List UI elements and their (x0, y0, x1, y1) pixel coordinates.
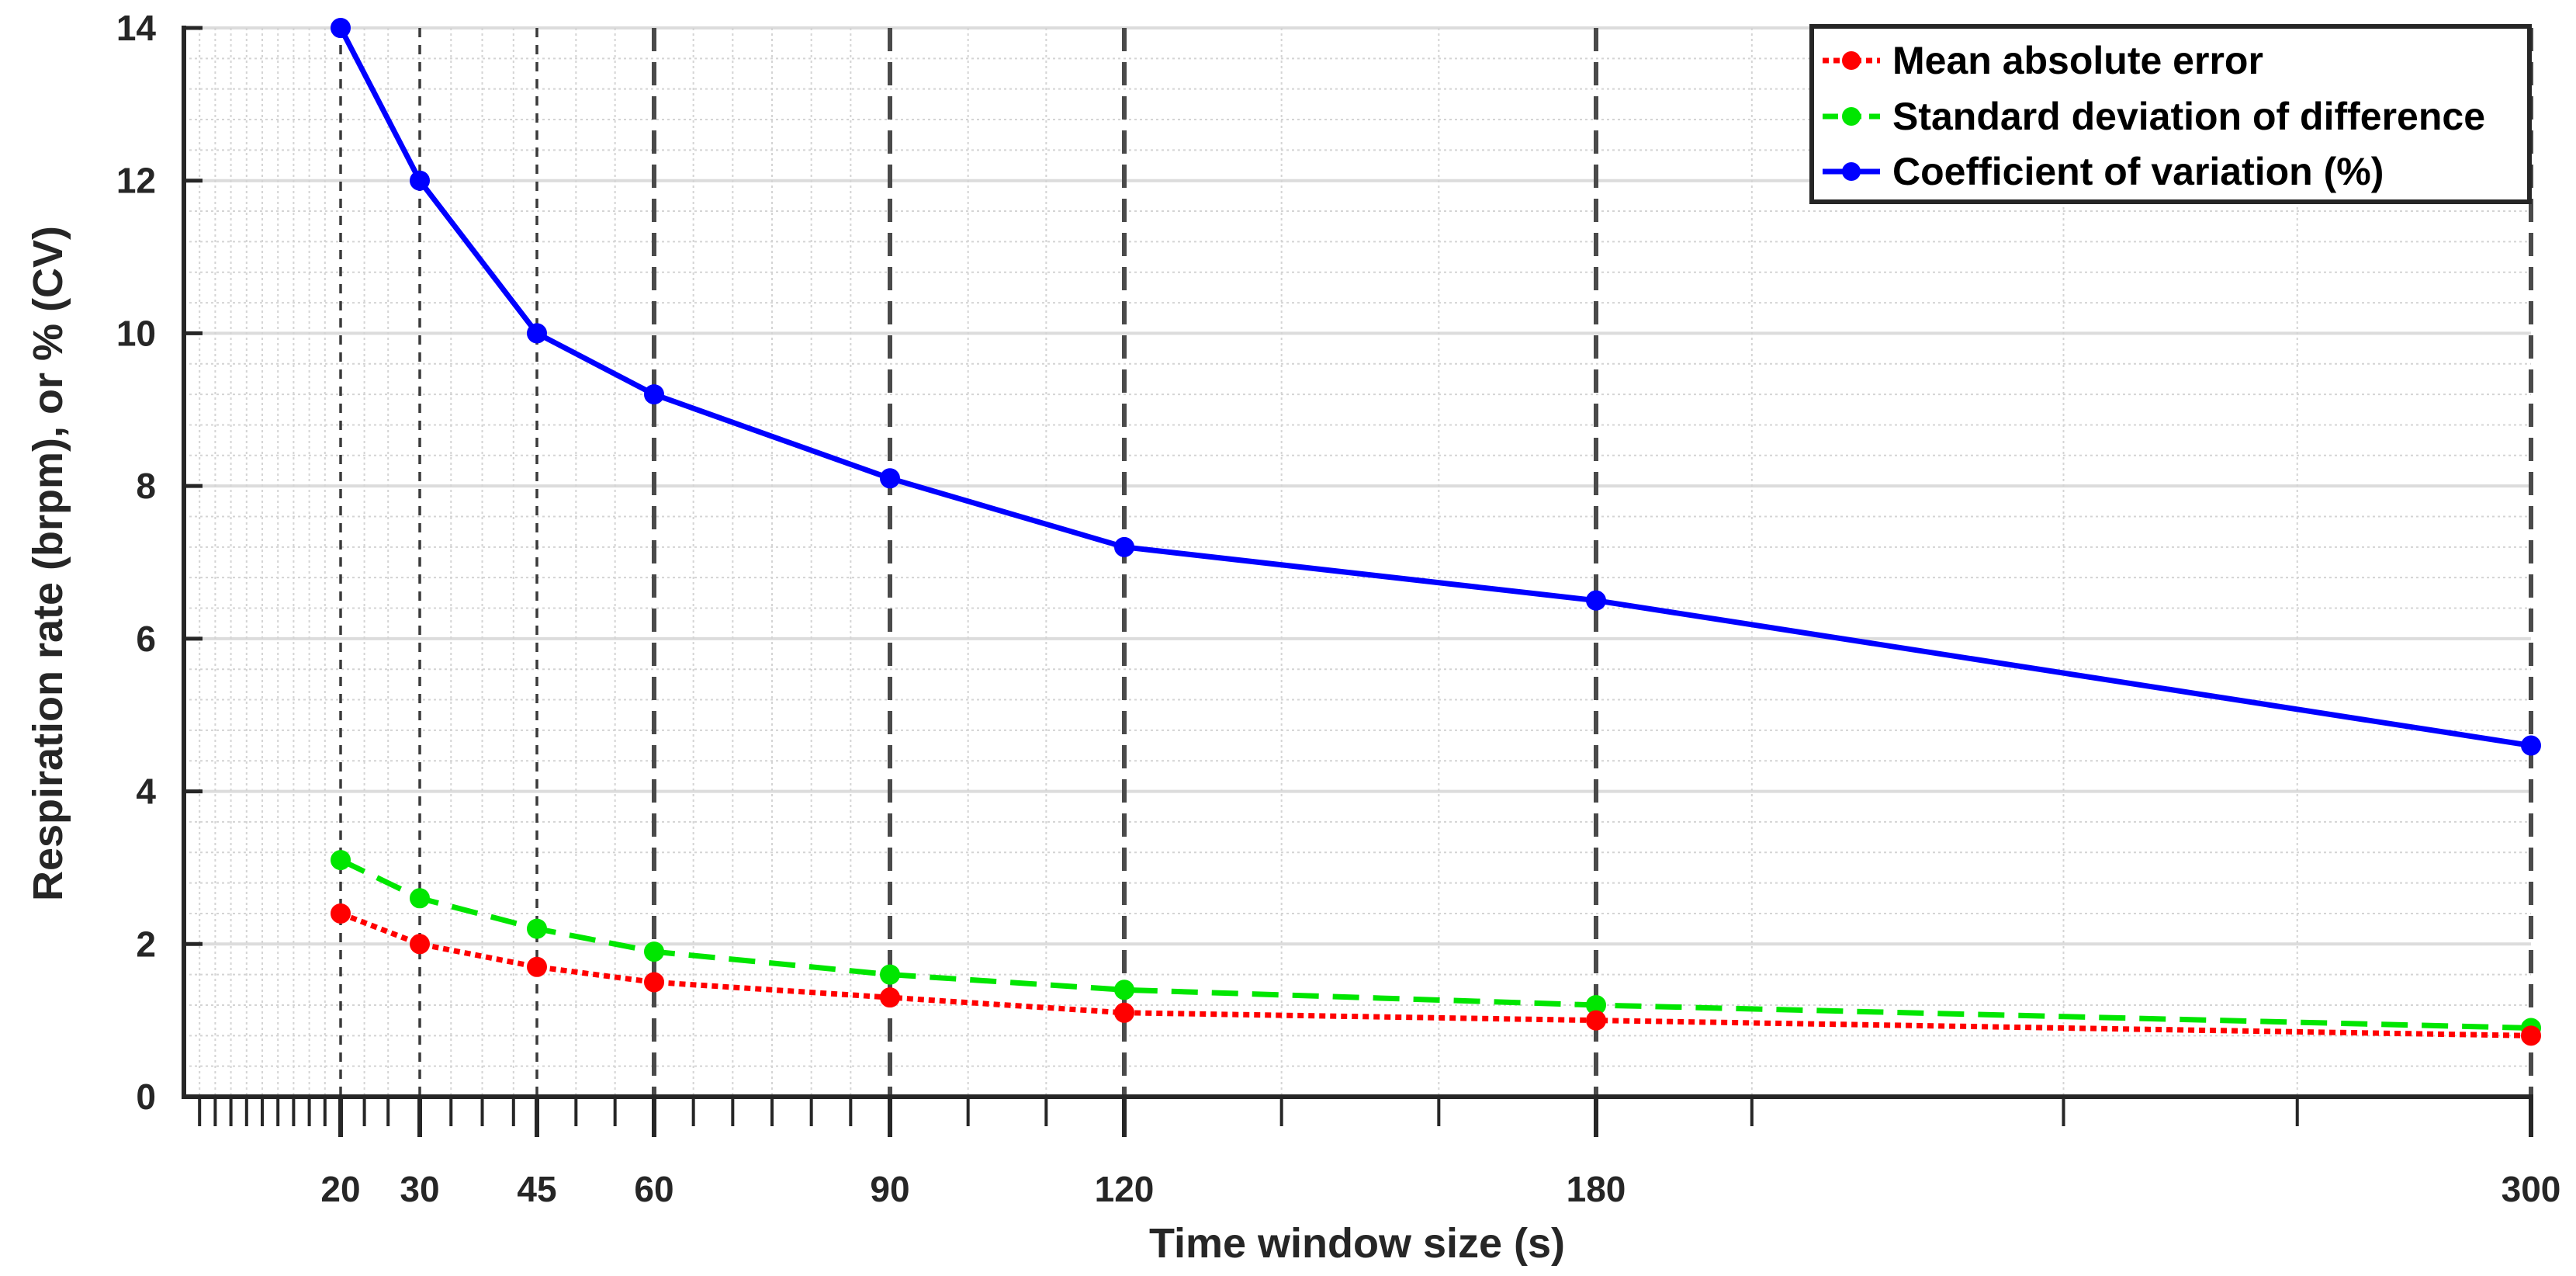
reference-lines (339, 28, 2533, 1097)
series-line (339, 857, 2532, 1031)
data-point (880, 964, 900, 985)
series-group (331, 18, 2541, 1046)
axes (182, 26, 2533, 1137)
data-point (1586, 1010, 1606, 1031)
x-tick-label: 45 (517, 1169, 556, 1209)
data-point (1586, 590, 1606, 611)
y-tick-label: 8 (136, 466, 156, 506)
legend-marker (1842, 51, 1861, 70)
x-tick-label: 180 (1567, 1169, 1626, 1209)
data-point (880, 468, 900, 489)
y-tick-label: 4 (136, 771, 156, 812)
x-tick-label: 60 (634, 1169, 673, 1209)
legend-marker (1842, 162, 1861, 181)
legend-box (1809, 24, 2532, 204)
data-point (331, 18, 351, 38)
legend-marker (1842, 107, 1861, 126)
data-point (410, 888, 430, 909)
legend-label: Mean absolute error (1892, 39, 2263, 82)
data-point (2521, 1025, 2541, 1046)
y-tick-label: 2 (136, 924, 156, 964)
data-point (2521, 735, 2541, 756)
data-point (331, 850, 351, 871)
y-tick-label: 10 (116, 313, 156, 353)
legend: Mean absolute error Standard deviation of… (1809, 24, 2532, 204)
x-tick-label: 30 (400, 1169, 439, 1209)
y-tick-label: 12 (116, 161, 156, 201)
legend-label: Coefficient of variation (%) (1892, 150, 2384, 193)
y-axis-label: Respiration rate (brpm), or % (CV) (25, 226, 71, 901)
tick-labels: 0 2 4 6 8 10 12 14 20 30 45 60 90 120 180 300 (116, 8, 2561, 1209)
data-point (1114, 536, 1134, 557)
data-point (527, 956, 547, 977)
x-tick-label: 120 (1095, 1169, 1155, 1209)
data-point (527, 918, 547, 939)
series-line (339, 910, 2532, 1038)
x-tick-label: 20 (320, 1169, 360, 1209)
data-point (331, 903, 351, 924)
x-axis-label: Time window size (s) (1149, 1220, 1565, 1267)
x-tick-label: 300 (2502, 1169, 2561, 1209)
data-point (644, 941, 664, 962)
y-tick-label: 6 (136, 619, 156, 659)
data-point (1114, 1002, 1134, 1023)
y-tick-label: 0 (136, 1077, 156, 1117)
data-point (644, 972, 664, 993)
x-tick-label: 90 (870, 1169, 909, 1209)
data-point (880, 987, 900, 1008)
data-point (410, 934, 430, 955)
data-point (644, 384, 664, 405)
data-point (410, 170, 430, 191)
y-tick-label: 14 (116, 8, 157, 48)
data-point (527, 323, 547, 344)
legend-label: Standard deviation of difference (1892, 95, 2485, 138)
series-line (338, 26, 2532, 749)
data-point (1114, 980, 1134, 1000)
